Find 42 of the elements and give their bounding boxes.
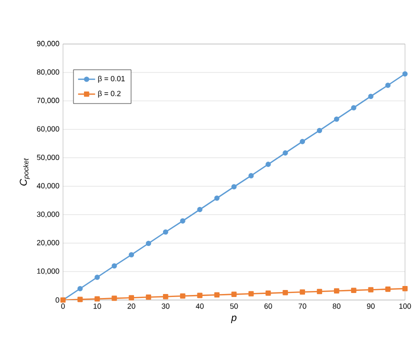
point <box>146 294 152 300</box>
point <box>128 295 134 300</box>
point <box>351 105 356 110</box>
point <box>266 162 271 167</box>
point <box>197 292 202 298</box>
point <box>94 274 100 280</box>
point <box>180 293 186 299</box>
point <box>112 296 117 301</box>
point <box>282 150 288 156</box>
point <box>128 252 134 258</box>
point <box>214 196 220 201</box>
point <box>316 288 322 294</box>
point <box>248 291 254 296</box>
point <box>197 206 202 212</box>
point <box>402 71 408 77</box>
x-axis-title: p <box>230 316 236 324</box>
point <box>334 116 340 122</box>
point <box>402 286 408 292</box>
point <box>112 263 117 269</box>
point <box>94 296 100 302</box>
y-axis-title: C$_{pocket}$ <box>20 158 30 186</box>
point <box>385 286 391 292</box>
point <box>282 290 288 296</box>
point <box>231 184 237 190</box>
point <box>162 229 168 235</box>
point <box>214 292 220 298</box>
point <box>248 173 254 178</box>
point <box>300 289 306 295</box>
point <box>316 128 322 134</box>
point <box>351 288 356 293</box>
point <box>146 240 152 246</box>
point <box>368 287 374 292</box>
point <box>162 294 168 300</box>
point <box>334 288 340 294</box>
point <box>77 296 83 302</box>
point <box>231 292 237 297</box>
point <box>385 82 391 88</box>
point <box>368 94 374 99</box>
point <box>180 218 186 224</box>
point <box>300 138 306 144</box>
point <box>266 290 271 296</box>
point <box>77 286 83 292</box>
